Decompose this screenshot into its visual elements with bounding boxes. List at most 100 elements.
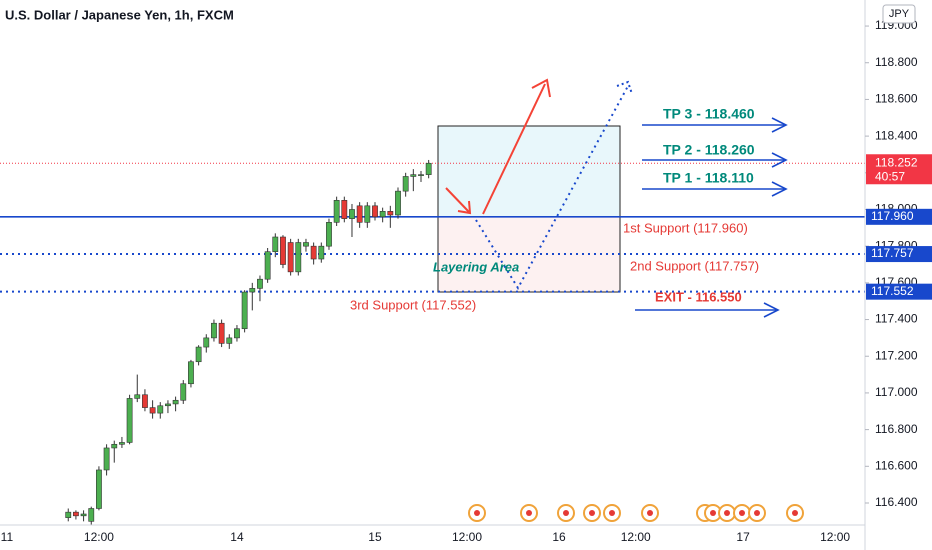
candle-body (272, 236, 279, 252)
y-tick-label: 117.000 (875, 385, 918, 399)
candle-body (203, 337, 210, 348)
y-tick-label: 118.600 (875, 92, 918, 106)
target-zone (437, 125, 621, 218)
candle-body (218, 322, 225, 344)
arrow-head (771, 117, 788, 133)
candle-body (418, 174, 424, 176)
last-price-label: 118.252 (875, 155, 918, 169)
candle-body (349, 209, 355, 219)
candle-body (356, 205, 363, 223)
annotation: TP 1 - 118.110 (663, 170, 754, 186)
annotation: 2nd Support (117.757) (630, 258, 759, 273)
events (468, 504, 804, 522)
candle-body (333, 200, 340, 223)
price-badge (866, 208, 932, 225)
candle-body (402, 176, 409, 192)
price-badge (866, 246, 932, 263)
candle-body (295, 242, 302, 273)
candle-body (395, 190, 401, 216)
entry-arrow (445, 187, 470, 213)
last-price-badge (866, 154, 932, 185)
candle-body (372, 205, 378, 218)
candle-body (165, 403, 171, 407)
currency[interactable]: JPY (889, 8, 910, 20)
up-arrow (482, 83, 546, 215)
candle-body (180, 383, 187, 401)
candle-body (425, 162, 432, 175)
candle-body (280, 236, 286, 265)
annotation: Layering Area (433, 259, 519, 274)
y-tick-label: 117.400 (875, 312, 918, 326)
x-tick-label: 12:00 (452, 530, 482, 544)
arrow-head (763, 302, 780, 318)
x-tick-label: 12:00 (820, 530, 850, 544)
price-badge-label: 117.757 (871, 246, 914, 260)
arrow-head (457, 200, 472, 215)
candle-body (341, 200, 348, 219)
candle-body (65, 511, 72, 518)
candle-body (326, 222, 332, 247)
annotation: EXIT - 116.550 (655, 289, 742, 304)
x-tick-label: 17 (736, 530, 750, 544)
annotation: TP 2 - 118.260 (663, 142, 755, 158)
currency-box[interactable] (882, 4, 916, 24)
candle-body (364, 205, 371, 223)
annotation: 3rd Support (117.552) (350, 297, 476, 312)
candle-body (73, 511, 79, 517)
candle-body (226, 337, 233, 344)
x-tick-label: 11 (1, 530, 14, 544)
x-tick-label: 12:00 (84, 530, 114, 544)
candle-body (119, 442, 125, 445)
candle-body (103, 447, 110, 471)
price-badge (866, 283, 932, 300)
y-tick-label: 118.800 (875, 55, 918, 69)
price-badge-label: 117.960 (871, 209, 914, 223)
candle-body (241, 291, 248, 330)
y-tick-label: 118.400 (875, 128, 918, 142)
x-tick-label: 12:00 (621, 530, 651, 544)
candle-body (234, 328, 240, 339)
candle-body (257, 278, 263, 289)
candle-body (318, 245, 325, 260)
chart-title: U.S. Dollar / Japanese Yen, 1h, FXCM (5, 7, 234, 22)
candle-body (88, 508, 95, 522)
y-tick-label: 116.600 (875, 458, 918, 472)
candle-body (188, 361, 194, 385)
candle-body (387, 211, 394, 216)
candle-body (142, 394, 148, 408)
annotation: 1st Support (117.960) (623, 220, 748, 235)
candle-body (264, 251, 271, 280)
countdown: 40:57 (875, 169, 905, 183)
arrow-head (531, 78, 551, 98)
y-tick-label: 116.800 (875, 422, 918, 436)
candle-body (134, 394, 141, 399)
candle-body (126, 398, 133, 443)
x-tick-label: 14 (230, 530, 244, 544)
y-tick-label: 117.200 (875, 348, 918, 362)
x-tick-label: 15 (368, 530, 382, 544)
drawings: TP 3 - 118.460 TP 2 - 118.260 TP 1 - 118… (350, 78, 788, 318)
candle-body (303, 242, 309, 247)
candle-body (111, 443, 118, 449)
candle-body (172, 399, 179, 405)
arrow-head (771, 181, 788, 197)
candle-body (249, 288, 256, 293)
candle-body (80, 513, 87, 517)
candle-body (157, 405, 164, 414)
candle-body (149, 407, 156, 414)
candle-body (310, 245, 317, 260)
candle-body (195, 346, 202, 363)
candle-body (410, 174, 417, 177)
candle-body (211, 322, 217, 339)
candle-body (379, 211, 386, 218)
arrow-head (616, 80, 633, 95)
annotation: TP 3 - 118.460 (663, 106, 755, 122)
projection-path (475, 85, 629, 290)
x-tick-label: 16 (552, 530, 566, 544)
y-tick-label: 116.400 (875, 495, 918, 509)
candle-body (287, 242, 294, 273)
candle-body (96, 469, 102, 509)
arrow-head (771, 152, 788, 168)
price-badge-label: 117.552 (871, 284, 914, 298)
